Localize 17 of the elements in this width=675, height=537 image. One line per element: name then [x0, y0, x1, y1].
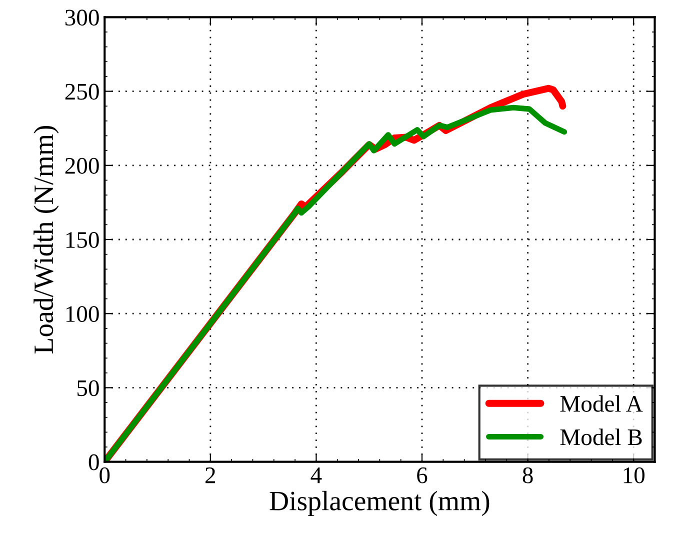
y-tick-label: 50: [78, 380, 99, 396]
x-tick-label: 0: [100, 467, 110, 484]
y-tick-label: 200: [65, 158, 99, 174]
legend-label: Model A: [560, 395, 643, 412]
x-tick-label: 6: [417, 467, 428, 484]
y-tick-label: 100: [66, 306, 99, 322]
y-tick-label: 300: [65, 10, 99, 26]
x-axis-title: Displacement (mm): [270, 490, 490, 516]
x-tick-label: 8: [522, 467, 533, 484]
y-tick-label: 0: [88, 454, 99, 470]
x-tick-label: 4: [310, 468, 322, 484]
x-tick-label: 10: [624, 467, 644, 484]
legend-label: Model B: [560, 428, 642, 446]
x-tick-label: 2: [206, 467, 216, 484]
y-axis-title: Load/Width (N/mm): [34, 126, 59, 354]
y-tick-label: 250: [65, 84, 99, 100]
y-tick-label: 150: [66, 232, 99, 248]
